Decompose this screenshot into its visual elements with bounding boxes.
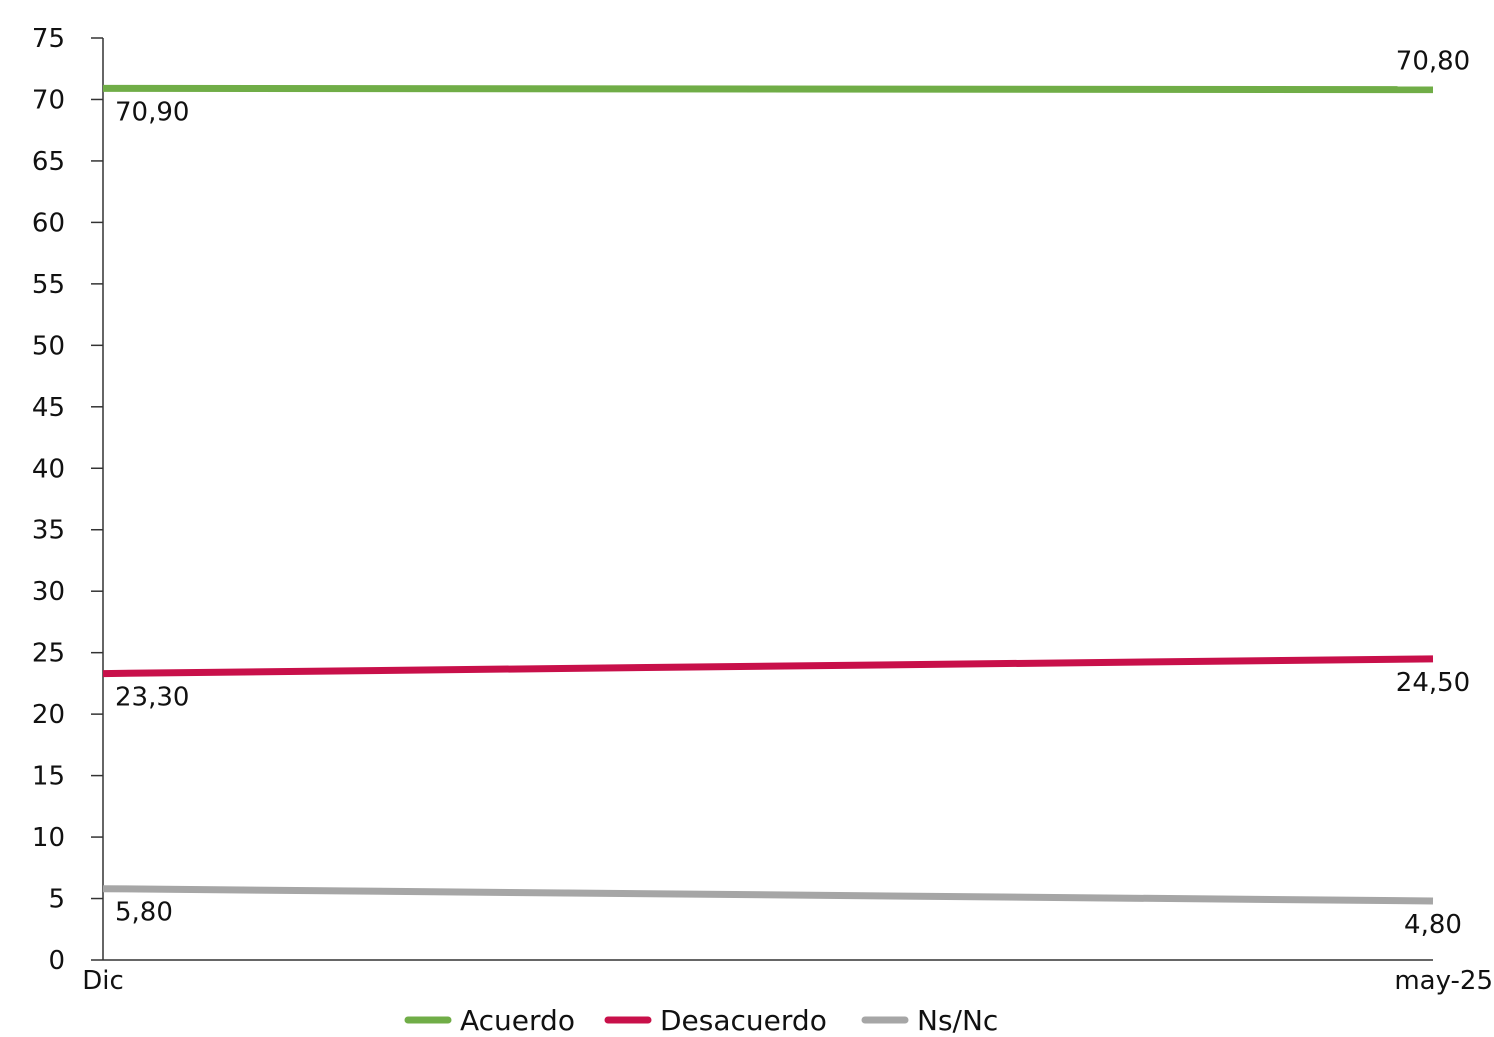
data-label: 70,80 [1396, 47, 1470, 77]
y-tick-label: 50 [32, 331, 65, 361]
data-label: 70,90 [115, 97, 189, 127]
y-tick-label: 20 [32, 700, 65, 730]
x-tick-label: Dic [82, 966, 124, 996]
x-tick-label: may-25 [1394, 966, 1493, 996]
y-tick-label: 45 [32, 393, 65, 423]
x-ticks: Dic may-25 [82, 966, 1493, 996]
y-tick-label: 15 [32, 762, 65, 792]
series-lines [102, 84, 1434, 905]
y-tick-label: 65 [32, 147, 65, 177]
y-tick-label: 55 [32, 270, 65, 300]
y-tick-label: 25 [32, 639, 65, 669]
legend-label: Ns/Nc [917, 1004, 998, 1033]
legend-label: Acuerdo [460, 1004, 575, 1033]
axes: 0 5 10 15 20 25 30 35 40 45 50 55 60 65 70 75 Dic may-25 [32, 24, 1493, 996]
data-label: 4,80 [1404, 910, 1462, 940]
legend-label: Desacuerdo [660, 1004, 827, 1033]
y-tick-label: 0 [48, 946, 65, 976]
series-line-acuerdo [102, 84, 1434, 94]
y-tick-label: 75 [32, 24, 65, 54]
data-label: 5,80 [115, 898, 173, 928]
y-tick-label: 30 [32, 577, 65, 607]
y-tick-label: 10 [32, 823, 65, 853]
y-tick-label: 70 [32, 85, 65, 115]
series-line-desacuerdo [102, 655, 1434, 678]
y-tick-label: 35 [32, 516, 65, 546]
data-labels: 70,90 70,80 23,30 24,50 5,80 4,80 [115, 47, 1470, 940]
data-label: 24,50 [1396, 668, 1470, 698]
legend: Acuerdo Desacuerdo Ns/Nc [404, 1004, 998, 1037]
data-label: 23,30 [115, 683, 189, 713]
series-line-ns-nc [102, 885, 1434, 905]
y-tick-label: 60 [32, 208, 65, 238]
y-ticks: 0 5 10 15 20 25 30 35 40 45 50 55 60 65 70 75 [32, 24, 103, 976]
y-tick-label: 40 [32, 454, 65, 484]
y-tick-label: 5 [48, 885, 65, 915]
